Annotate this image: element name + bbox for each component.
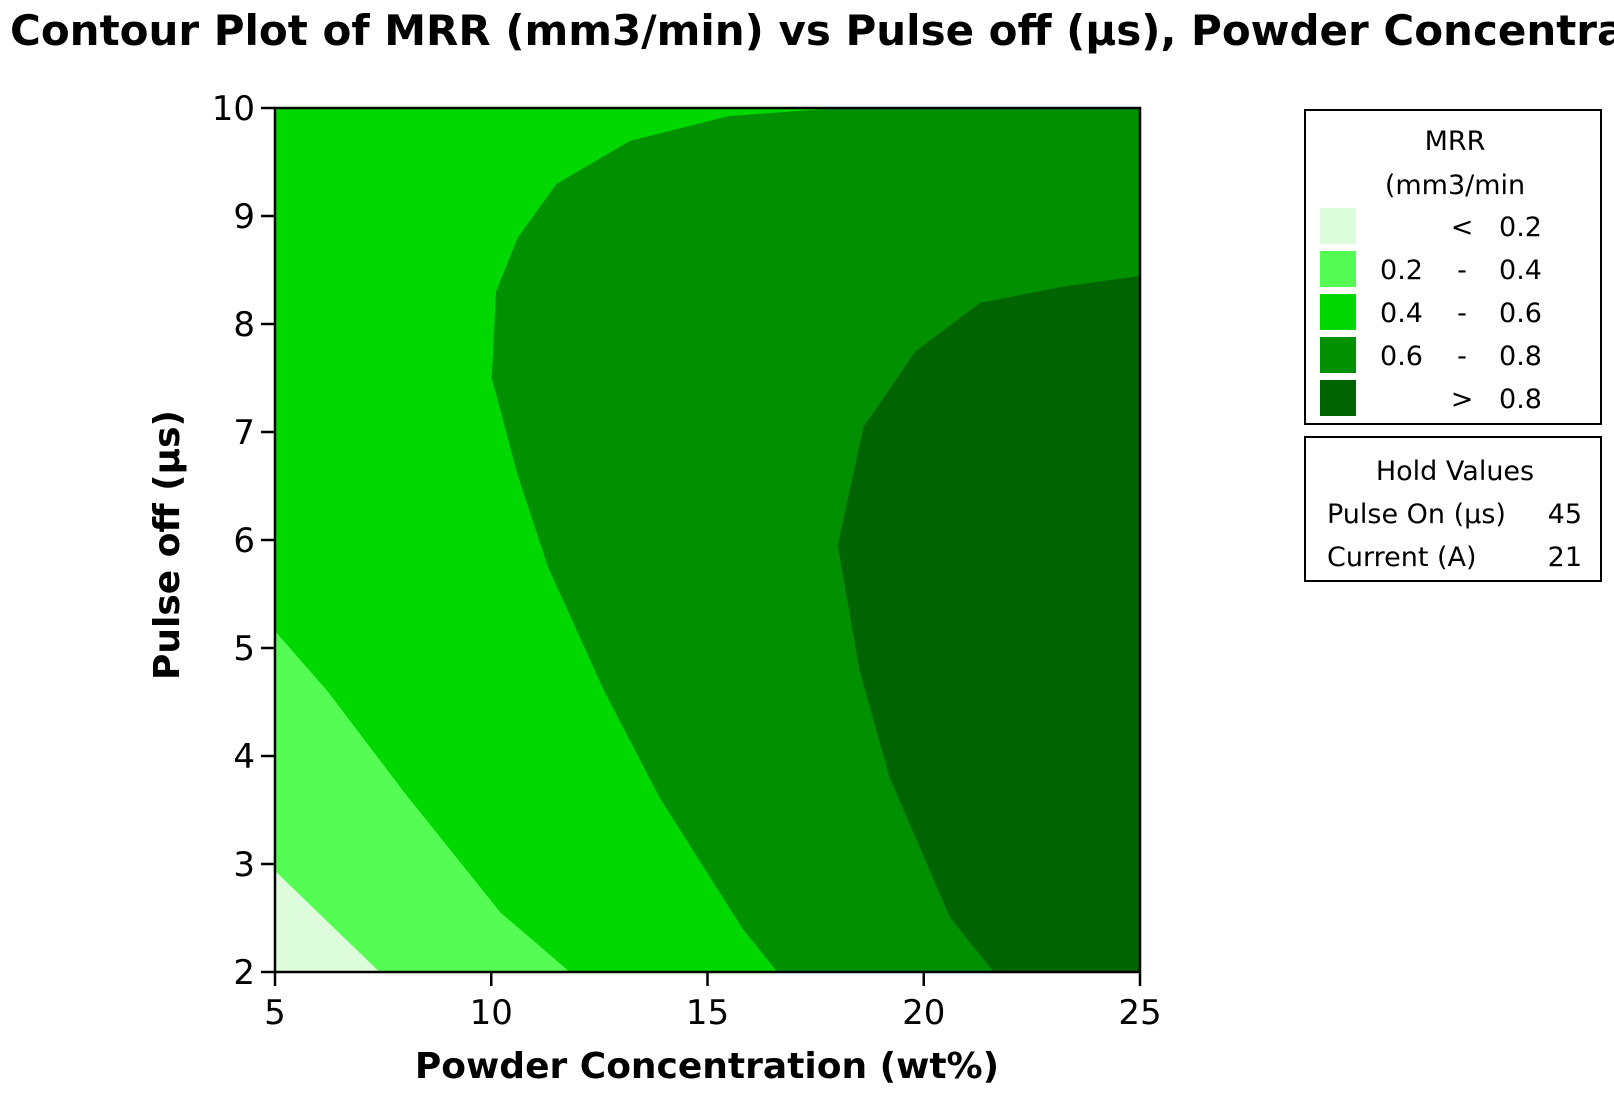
legend-range-high: 0.6 <box>1499 298 1542 329</box>
x-tick-label: 15 <box>686 993 729 1033</box>
x-axis-ticks: 5 10 15 20 25 <box>264 972 1162 1033</box>
legend-range-low: 0.4 <box>1380 298 1423 329</box>
hold-values-frame <box>1304 436 1602 582</box>
y-axis-ticks: 2 3 4 5 6 7 8 9 10 <box>212 89 275 993</box>
legend-range-low: 0.6 <box>1380 341 1423 372</box>
legend-title-line2: (mm3/min <box>1385 170 1525 201</box>
legend-swatch <box>1320 251 1356 287</box>
x-tick-label: 5 <box>264 993 286 1033</box>
legend-range-high: 0.4 <box>1499 255 1542 286</box>
hold-value-number: 21 <box>1548 542 1582 573</box>
hold-value-number: 45 <box>1548 499 1582 530</box>
hold-value-name: Current (A) <box>1327 542 1477 573</box>
y-tick-label: 4 <box>233 737 255 777</box>
legend-range-high: 0.2 <box>1499 212 1542 243</box>
y-tick-label: 10 <box>212 89 255 129</box>
legend-box: MRR (mm3/min <0.2 0.2 - 0.4 0.4 - 0.6 0.6 - 0.8 > 0… <box>1304 109 1602 425</box>
y-tick-label: 5 <box>233 629 255 669</box>
hold-values-rows: Pulse On (µs) 45 Current (A) 21 <box>1327 499 1582 573</box>
x-tick-label: 25 <box>1118 993 1161 1033</box>
legend-entries: <0.2 0.2 - 0.4 0.4 - 0.6 0.6 - 0.8 > 0.8 <box>1320 208 1542 416</box>
y-tick-label: 8 <box>233 305 255 345</box>
y-tick-label: 9 <box>233 197 255 237</box>
y-tick-label: 3 <box>233 845 255 885</box>
legend-swatch <box>1320 208 1356 244</box>
plot-area <box>274 107 1141 973</box>
hold-values-box: Hold Values Pulse On (µs) 45 Current (A) 21 <box>1304 436 1602 582</box>
y-tick-label: 2 <box>233 953 255 993</box>
legend-range-operator: - <box>1457 341 1467 372</box>
legend-range-operator: < <box>1451 212 1474 243</box>
legend-swatch <box>1320 380 1356 416</box>
legend-swatch <box>1320 294 1356 330</box>
x-tick-label: 20 <box>902 993 945 1033</box>
x-tick-label: 10 <box>470 993 513 1033</box>
legend-range-high: 0.8 <box>1499 341 1542 372</box>
legend-range-high: 0.8 <box>1499 384 1542 415</box>
legend-range-low: 0.2 <box>1380 255 1423 286</box>
hold-values-title: Hold Values <box>1376 456 1534 487</box>
x-axis-label: Powder Concentration (wt%) <box>415 1046 999 1087</box>
legend-range-operator: - <box>1457 298 1467 329</box>
legend-swatch <box>1320 337 1356 373</box>
hold-value-name: Pulse On (µs) <box>1327 499 1506 530</box>
y-tick-label: 6 <box>233 521 255 561</box>
legend-range-operator: - <box>1457 255 1467 286</box>
y-tick-label: 7 <box>233 413 255 453</box>
chart-title: Contour Plot of MRR (mm3/min) vs Pulse o… <box>10 6 1614 55</box>
y-axis-label: Pulse off (µs) <box>147 410 188 680</box>
legend-range-operator: > <box>1451 384 1474 415</box>
legend-title-line1: MRR <box>1425 126 1486 157</box>
